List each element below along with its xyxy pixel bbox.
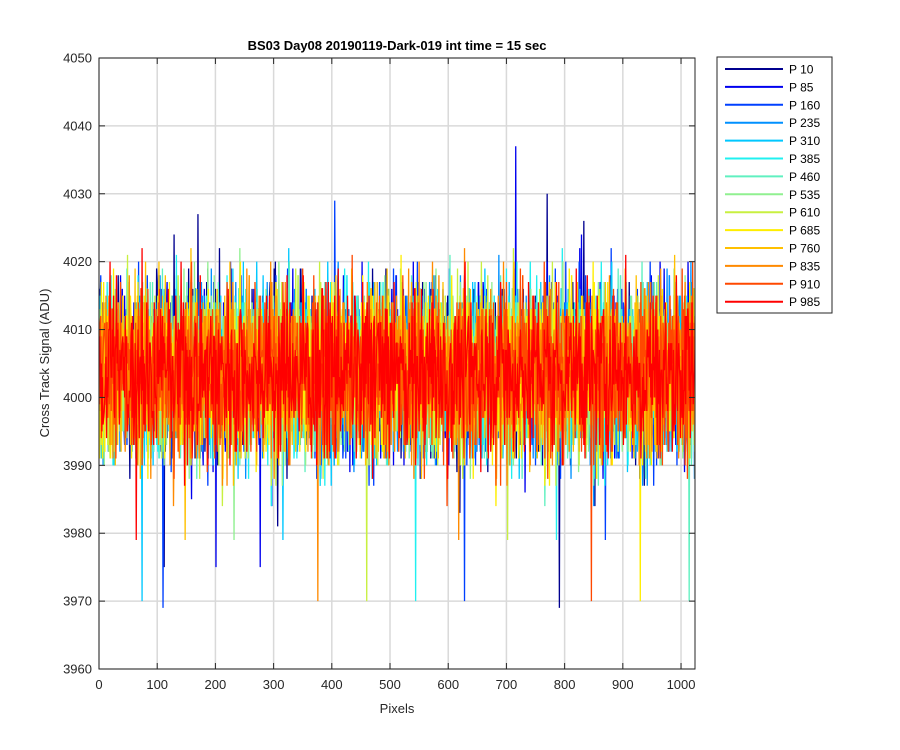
- legend-item: P 310: [725, 134, 820, 148]
- legend-item: P 685: [725, 224, 820, 238]
- legend-label: P 610: [789, 206, 820, 220]
- x-tick-label: 700: [496, 677, 518, 692]
- legend-item: P 385: [725, 152, 820, 166]
- axis-ticks: 0 100 200 300 400 500 600 700 800 900 1000 3960 3970…: [63, 51, 695, 693]
- y-tick-label: 4020: [63, 254, 92, 269]
- x-tick-label: 600: [437, 677, 459, 692]
- legend-item: P 835: [725, 259, 820, 273]
- x-tick-label: 0: [95, 677, 102, 692]
- legend-item: P 85: [725, 80, 814, 94]
- legend-label: P 985: [789, 295, 820, 309]
- legend-item: P 235: [725, 116, 820, 130]
- legend-label: P 235: [789, 116, 820, 130]
- x-tick-label: 900: [612, 677, 634, 692]
- chart-title: BS03 Day08 20190119-Dark-019 int time = …: [248, 38, 547, 53]
- series-line-p-985: [99, 248, 695, 541]
- y-tick-label: 3980: [63, 526, 92, 541]
- x-tick-label: 200: [205, 677, 227, 692]
- y-tick-label: 4000: [63, 390, 92, 405]
- y-axis-label: Cross Track Signal (ADU): [37, 289, 52, 438]
- series-lines: [99, 146, 695, 608]
- legend-item: P 460: [725, 170, 820, 184]
- y-tick-label: 4010: [63, 322, 92, 337]
- legend: P 10 P 85 P 160 P 235 P 310 P 385 P 460 P 535 P …: [716, 56, 833, 314]
- legend-label: P 160: [789, 98, 820, 112]
- legend-label: P 760: [789, 242, 820, 256]
- y-tick-label: 4040: [63, 118, 92, 133]
- legend-label: P 535: [789, 188, 820, 202]
- legend-item: P 610: [725, 206, 820, 220]
- legend-label: P 910: [789, 277, 820, 291]
- legend-label: P 685: [789, 224, 820, 238]
- x-tick-label: 800: [554, 677, 576, 692]
- y-tick-label: 4030: [63, 186, 92, 201]
- x-tick-label: 400: [321, 677, 343, 692]
- legend-item: P 10: [725, 63, 814, 77]
- x-tick-label: 1000: [667, 677, 696, 692]
- y-tick-label: 4050: [63, 51, 92, 66]
- legend-label: P 10: [789, 63, 814, 77]
- x-tick-label: 300: [263, 677, 285, 692]
- legend-label: P 835: [789, 259, 820, 273]
- y-tick-label: 3990: [63, 458, 92, 473]
- plot-area: 0 100 200 300 400 500 600 700 800 900 1000 3960 3970…: [63, 51, 696, 693]
- x-tick-label: 500: [379, 677, 401, 692]
- legend-item: P 985: [725, 295, 820, 309]
- x-tick-label: 100: [146, 677, 168, 692]
- y-tick-label: 3970: [63, 594, 92, 609]
- legend-item: P 910: [725, 277, 820, 291]
- legend-item: P 760: [725, 242, 820, 256]
- x-axis-label: Pixels: [380, 701, 415, 716]
- legend-item: P 160: [725, 98, 820, 112]
- legend-label: P 85: [789, 80, 814, 94]
- legend-label: P 310: [789, 134, 820, 148]
- legend-item: P 535: [725, 188, 820, 202]
- y-tick-label: 3960: [63, 662, 92, 677]
- legend-label: P 385: [789, 152, 820, 166]
- legend-label: P 460: [789, 170, 820, 184]
